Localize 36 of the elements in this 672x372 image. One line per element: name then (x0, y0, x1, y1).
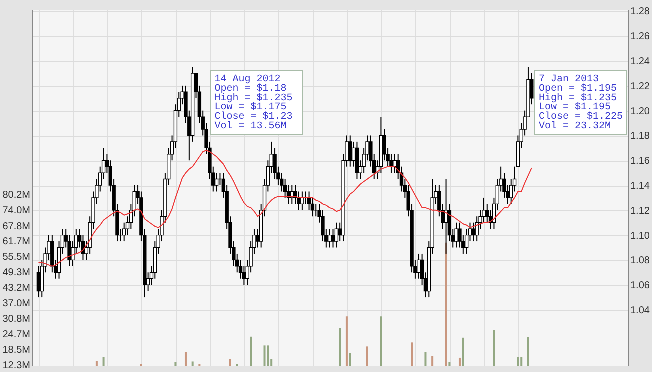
candlestick (328, 228, 332, 248)
y2-tick-label: 61.7M (2, 236, 30, 248)
y-tick-label: 1.16 (630, 156, 650, 168)
y2-tick-label: 24.7M (2, 329, 30, 340)
y2-tick-label: 49.3M (2, 268, 30, 279)
y-tick-label: 1.04 (630, 305, 650, 316)
y2-tick-label: 55.5M (2, 252, 30, 264)
y2-tick-label: 18.5M (2, 344, 30, 356)
y-tick-label: 1.10 (630, 230, 650, 242)
y2-tick-label: 80.2M (2, 190, 30, 202)
y2-tick-label: 67.8M (2, 221, 30, 232)
y-tick-label: 1.06 (630, 280, 650, 292)
y-tick-label: 1.26 (630, 32, 650, 43)
y-tick-label: 1.28 (630, 6, 650, 18)
y2-tick-label: 43.2M (2, 282, 30, 294)
annotation: 14 Aug 2012 Open = $1.18 High = $1.235 Low = $1.175 Close = $1.23 Vol = 13.56M (214, 74, 293, 133)
y-tick-label: 1.08 (630, 256, 650, 267)
candlestick (334, 222, 339, 248)
candlestick (417, 253, 421, 280)
y-tick-label: 1.20 (630, 106, 650, 118)
y-tick-label: 1.12 (630, 206, 650, 217)
candlestick (348, 135, 352, 168)
candlestick (300, 191, 304, 211)
y-tick-label: 1.22 (630, 81, 650, 92)
text: 7 Jan 2013 Open = $1.195 High = $1.235 Low = $1.195 Close = $1.225 Vol = 23.32M (539, 74, 624, 133)
candlestick (36, 266, 41, 298)
y2-tick-label: 37.0M (2, 298, 30, 310)
candlestick (331, 228, 336, 248)
candlestick (214, 172, 219, 192)
y-tick-label: 1.18 (630, 131, 650, 142)
y2-tick-label: 74.0M (2, 206, 30, 217)
candlestick (454, 222, 458, 248)
y2-tick-label: 12.3M (2, 360, 30, 372)
y-tick-label: 1.14 (630, 181, 650, 192)
y2-tick-label: 30.8M (2, 314, 30, 326)
y-tick-label: 1.24 (630, 56, 650, 68)
